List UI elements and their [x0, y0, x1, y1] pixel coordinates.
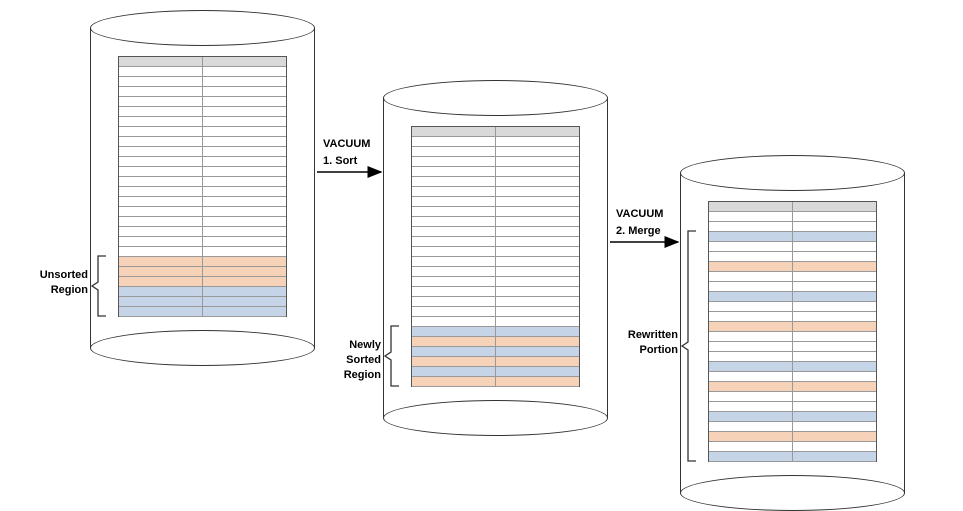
table-row [119, 177, 286, 187]
table-row [412, 157, 579, 167]
table-row [709, 332, 876, 342]
table-row [412, 237, 579, 247]
table-row [709, 352, 876, 362]
step-label-0: VACUUM1. Sort [323, 136, 370, 169]
table-row [119, 307, 286, 317]
table-row [119, 277, 286, 287]
table-row [412, 297, 579, 307]
table-row [119, 127, 286, 137]
step-title: VACUUM [616, 206, 663, 223]
table-row [119, 77, 286, 87]
table-row [709, 392, 876, 402]
table-row [119, 97, 286, 107]
table-row [412, 217, 579, 227]
table-row [709, 272, 876, 282]
table-row [119, 287, 286, 297]
table-row [119, 237, 286, 247]
table-row [412, 247, 579, 257]
table-row [119, 147, 286, 157]
table-row [119, 137, 286, 147]
table-row [412, 207, 579, 217]
table-row [709, 252, 876, 262]
table-row [412, 327, 579, 337]
table-row [709, 342, 876, 352]
step-title: VACUUM [323, 136, 370, 153]
table-row [709, 312, 876, 322]
table-row [412, 337, 579, 347]
table-row [119, 227, 286, 237]
bracket-label-1: Newly Sorted Region [344, 338, 381, 383]
table-row [412, 357, 579, 367]
table-1 [411, 126, 580, 387]
table-row [709, 402, 876, 412]
table-row [709, 232, 876, 242]
bracket-label-2: Rewritten Portion [628, 328, 678, 358]
table-row [709, 442, 876, 452]
step-subtitle: 1. Sort [323, 153, 370, 170]
table-row [412, 377, 579, 387]
table-row [119, 267, 286, 277]
table-row [412, 167, 579, 177]
table-row [412, 137, 579, 147]
table-row [412, 307, 579, 317]
table-row [412, 277, 579, 287]
table-row [412, 177, 579, 187]
table-row [119, 107, 286, 117]
table-0 [118, 56, 287, 317]
table-row [709, 212, 876, 222]
table-row [709, 282, 876, 292]
table-row [119, 247, 286, 257]
table-row [412, 257, 579, 267]
table-row [119, 87, 286, 97]
table-row [709, 242, 876, 252]
table-row [119, 297, 286, 307]
table-row [412, 187, 579, 197]
table-row [412, 147, 579, 157]
table-row [412, 317, 579, 327]
table-row [412, 267, 579, 277]
bracket-label-0: Unsorted Region [40, 268, 88, 298]
table-row [119, 167, 286, 177]
table-row [709, 202, 876, 212]
table-row [412, 347, 579, 357]
table-row [119, 197, 286, 207]
table-row [119, 187, 286, 197]
table-row [709, 292, 876, 302]
table-row [119, 257, 286, 267]
table-row [412, 367, 579, 377]
table-row [709, 432, 876, 442]
table-row [709, 222, 876, 232]
table-row [709, 422, 876, 432]
table-row [709, 372, 876, 382]
table-row [709, 382, 876, 392]
table-row [119, 207, 286, 217]
table-row [709, 322, 876, 332]
table-row [119, 67, 286, 77]
table-row [119, 157, 286, 167]
table-row [412, 227, 579, 237]
table-row [709, 262, 876, 272]
table-row [709, 302, 876, 312]
table-row [709, 452, 876, 462]
table-row [412, 197, 579, 207]
table-row [709, 412, 876, 422]
table-row [709, 362, 876, 372]
table-row [119, 57, 286, 67]
step-label-1: VACUUM2. Merge [616, 206, 663, 239]
table-row [412, 127, 579, 137]
table-row [119, 117, 286, 127]
table-row [119, 217, 286, 227]
table-row [412, 287, 579, 297]
table-2 [708, 201, 877, 462]
step-subtitle: 2. Merge [616, 223, 663, 240]
